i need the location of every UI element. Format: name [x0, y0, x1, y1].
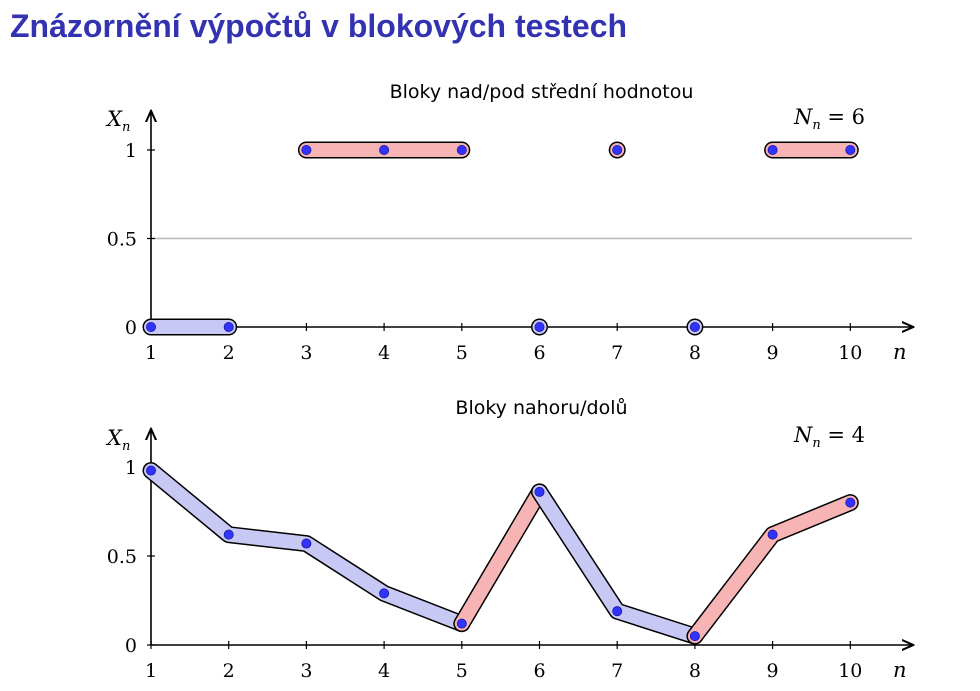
x-axis-label: n	[893, 658, 907, 682]
data-point	[145, 465, 156, 476]
y-axis-label: Xn	[105, 426, 130, 454]
block-count-base: N	[793, 423, 813, 447]
chart-title: Bloky nahoru/dolů	[455, 397, 627, 419]
y-axis-label-base: X	[105, 107, 123, 131]
data-point	[534, 486, 545, 497]
x-tick-label: 10	[838, 342, 862, 364]
block-count-base: N	[793, 105, 813, 129]
data-point	[301, 144, 312, 155]
x-tick-label: 2	[223, 660, 235, 682]
data-point	[845, 144, 856, 155]
x-tick-label: 4	[378, 660, 390, 682]
data-point	[689, 631, 700, 642]
block-count-sub: n	[812, 118, 820, 133]
data-point	[767, 529, 778, 540]
data-point	[767, 144, 778, 155]
page-title: Znázornění výpočtů v blokových testech	[10, 8, 628, 44]
data-point	[379, 144, 390, 155]
y-tick-label: 0.5	[107, 546, 137, 568]
x-tick-label: 3	[300, 342, 312, 364]
block-count-label: Nn = 4	[793, 423, 865, 451]
chart-1: Bloky nad/pod střední hodnotou 1 2 3 4 5 6 7 8 9 1…	[105, 81, 912, 364]
x-tick-label: 2	[223, 342, 235, 364]
x-tick-label: 7	[611, 660, 623, 682]
block-count-value: = 6	[821, 105, 865, 129]
x-tick-label: 7	[611, 342, 623, 364]
x-axis-label: n	[893, 340, 907, 364]
y-tick-label: 1	[125, 140, 137, 162]
data-point	[612, 144, 623, 155]
x-tick-label: 1	[145, 342, 157, 364]
data-point	[612, 606, 623, 617]
y-axis-label: Xn	[105, 107, 130, 135]
y-tick-label: 0.5	[107, 229, 137, 251]
x-tick-label: 9	[767, 342, 779, 364]
data-point	[145, 321, 156, 332]
x-tick-label: 8	[689, 660, 701, 682]
data-point	[456, 144, 467, 155]
x-tick-label: 9	[767, 660, 779, 682]
data-point	[689, 321, 700, 332]
x-tick-label: 6	[533, 660, 545, 682]
x-tick-label: 8	[689, 342, 701, 364]
data-point	[379, 588, 390, 599]
x-tick-label: 6	[533, 342, 545, 364]
x-tick-label: 5	[456, 342, 468, 364]
data-point	[534, 321, 545, 332]
x-tick-label: 4	[378, 342, 390, 364]
y-axis-label-sub: n	[122, 120, 130, 135]
y-tick-label: 0	[125, 317, 137, 339]
block-fill	[454, 484, 547, 631]
block-fill	[687, 495, 858, 644]
y-axis-label-base: X	[105, 426, 123, 450]
x-tick-label: 5	[456, 660, 468, 682]
block-count-sub: n	[812, 436, 820, 451]
data-point	[301, 538, 312, 549]
x-tick-label: 3	[300, 660, 312, 682]
data-point	[845, 497, 856, 508]
y-tick-label: 0	[125, 635, 137, 657]
chart-title: Bloky nad/pod střední hodnotou	[390, 81, 694, 103]
block-count-value: = 4	[821, 423, 865, 447]
block-count-label: Nn = 6	[793, 105, 865, 133]
x-tick-label: 10	[838, 660, 862, 682]
data-point	[223, 529, 234, 540]
block-up	[686, 494, 859, 645]
data-point	[223, 321, 234, 332]
y-axis-label-sub: n	[122, 439, 130, 454]
block-up	[453, 483, 548, 633]
y-tick-label: 1	[125, 457, 137, 479]
x-tick-label: 1	[145, 660, 157, 682]
data-point	[456, 618, 467, 629]
